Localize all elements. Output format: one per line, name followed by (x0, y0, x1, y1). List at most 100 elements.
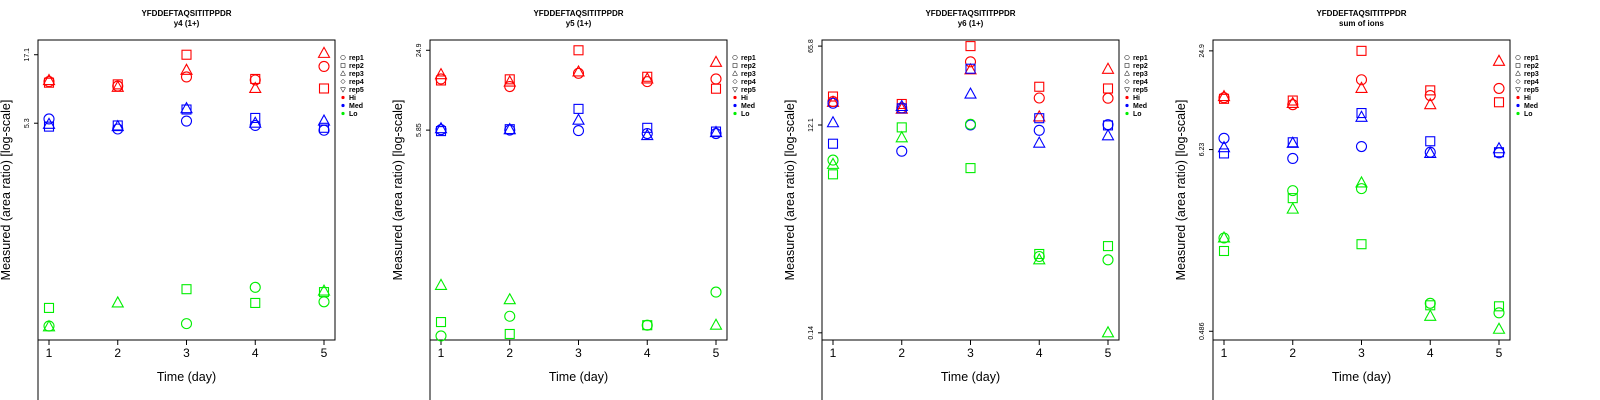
data-point (503, 74, 517, 87)
data-point (1217, 89, 1231, 102)
legend-label: Lo (349, 111, 358, 118)
legend-label: rep1 (349, 55, 364, 62)
data-point (1493, 97, 1505, 108)
chart-title: YFDDEFTAQSITITPPDR (925, 9, 1015, 18)
legend-dot (733, 103, 737, 108)
data-point (827, 97, 839, 109)
legend-label: Lo (741, 111, 750, 118)
legend-dot (1125, 95, 1129, 100)
legend-label: rep2 (1133, 63, 1148, 70)
data-point (180, 115, 193, 127)
y-axis-label: Measured (area ratio) [log-scale] (391, 100, 405, 281)
x-tick-label: 3 (1358, 346, 1365, 360)
legend-dot (341, 103, 345, 108)
data-point (965, 163, 976, 174)
data-point (642, 122, 653, 133)
data-point (964, 56, 977, 68)
data-point (1034, 81, 1045, 92)
data-point (317, 113, 331, 126)
legend-marker (732, 55, 738, 60)
legend-label: rep4 (1133, 79, 1148, 86)
legend-label: rep1 (1133, 55, 1148, 62)
data-point (1032, 109, 1046, 122)
data-point (318, 287, 330, 298)
legend-label: rep2 (741, 63, 756, 70)
legend-marker (1124, 78, 1130, 85)
data-point (964, 62, 977, 75)
legend-dot (341, 111, 345, 116)
data-point (435, 317, 447, 328)
x-tick-label: 4 (252, 346, 259, 360)
x-tick-label: 2 (114, 346, 121, 360)
data-point (1425, 136, 1436, 147)
data-point (434, 121, 448, 134)
legend-marker (340, 78, 346, 85)
legend-label: Hi (1133, 95, 1140, 102)
data-point (896, 122, 907, 133)
x-tick-label: 1 (438, 346, 445, 360)
data-point (572, 67, 585, 79)
legend-dot (1125, 111, 1129, 116)
data-point (1424, 146, 1436, 158)
x-tick-label: 1 (46, 346, 53, 360)
data-point (318, 124, 330, 136)
legend-dot (1516, 95, 1520, 100)
legend-marker (732, 87, 738, 93)
data-point (1034, 113, 1045, 124)
data-point (1492, 322, 1506, 334)
chart-subtitle: y6 (1+) (958, 19, 984, 28)
data-point (1492, 141, 1506, 154)
data-point (1218, 148, 1230, 159)
y-tick-label: 0.14 (808, 326, 815, 340)
legend-label: Lo (1133, 111, 1142, 118)
data-point (317, 46, 331, 58)
y-tick-label: 6.23 (1199, 143, 1206, 157)
data-point (827, 91, 839, 102)
data-point (42, 319, 56, 332)
data-point (640, 71, 654, 84)
data-point (504, 328, 515, 340)
data-point (1217, 230, 1231, 243)
legend-marker (1124, 55, 1130, 60)
data-point (112, 79, 123, 90)
legend-label: rep2 (1524, 63, 1539, 70)
chart-title: YFDDEFTAQSITITPPDR (141, 9, 231, 18)
data-point (1423, 309, 1437, 321)
x-axis-label: Time (day) (549, 370, 608, 384)
data-point (250, 112, 261, 123)
legend-marker (1124, 63, 1130, 68)
y-tick-label: 12.1 (808, 118, 815, 132)
legend-label: rep5 (741, 87, 756, 94)
data-point (1217, 140, 1231, 153)
y-tick-label: 0.486 (1199, 322, 1206, 340)
data-point (826, 115, 840, 128)
data-point (249, 281, 261, 293)
data-point (1033, 92, 1045, 104)
plot-frame (821, 39, 1120, 341)
data-point (1355, 74, 1368, 86)
data-point (504, 74, 515, 85)
data-point (572, 64, 585, 77)
data-point (317, 283, 331, 296)
x-tick-label: 5 (1496, 346, 1503, 360)
legend-label: rep1 (741, 55, 756, 62)
chart-subtitle: y5 (1+) (566, 19, 592, 28)
data-point (1032, 252, 1046, 265)
data-point (573, 45, 584, 56)
data-point (248, 116, 262, 128)
data-point (1424, 89, 1436, 102)
data-point (1355, 110, 1368, 122)
x-tick-label: 5 (1105, 346, 1112, 360)
legend-marker (1515, 70, 1521, 76)
data-point (111, 80, 125, 92)
data-point (112, 80, 124, 92)
data-point (1355, 183, 1368, 195)
legend-label: Med (1133, 103, 1147, 110)
data-point (1356, 108, 1367, 119)
data-point (1492, 54, 1506, 66)
legend-label: rep3 (741, 71, 756, 78)
x-axis-label: Time (day) (157, 370, 216, 384)
data-point (1286, 96, 1300, 109)
